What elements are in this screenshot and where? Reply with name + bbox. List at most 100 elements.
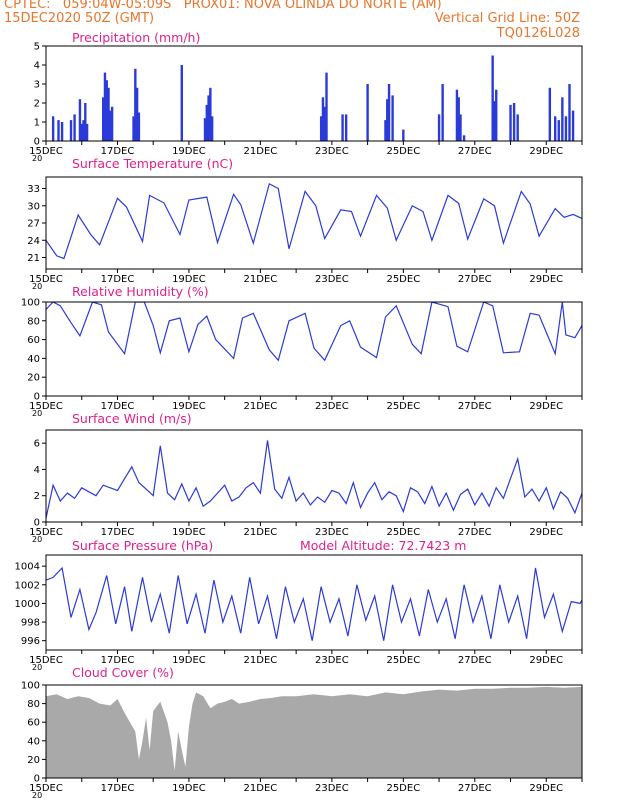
precip-bar — [564, 116, 568, 141]
y-tick-label: 20 — [27, 373, 40, 384]
precip-bar — [105, 80, 108, 141]
x-tick-label: 21DEC — [244, 527, 278, 538]
x-tick-label: 23DEC — [315, 146, 349, 157]
x-tick-label: 19DEC — [172, 527, 206, 538]
precip-bar — [455, 89, 459, 141]
precip-bar — [60, 122, 64, 141]
precip-bar — [462, 135, 466, 141]
precip-bar — [548, 87, 552, 141]
x-tick-label: 17DEC — [101, 655, 135, 666]
x-tick-label: 23DEC — [315, 401, 349, 412]
precip-bar — [107, 87, 110, 141]
precip-bar — [57, 120, 60, 141]
y-tick-label: 33 — [27, 184, 40, 195]
x-tick-label: 19DEC — [172, 655, 206, 666]
x-tick-label: 29DEC — [529, 783, 563, 794]
x-tick-label: 27DEC — [458, 527, 492, 538]
precip-bar — [561, 97, 564, 141]
precip-bar — [391, 95, 394, 141]
x-tick-label: 27DEC — [458, 146, 492, 157]
x-tick-label: 29DEC — [529, 401, 563, 412]
precip-bar — [491, 55, 494, 141]
precip-bar — [110, 106, 114, 141]
y-tick-label: 2 — [34, 99, 40, 110]
cloud-cover-area — [46, 686, 582, 778]
x-stub-label: 20 — [32, 154, 42, 163]
header-model-code: TQ0126L028 — [496, 26, 580, 41]
y-tick-label: 80 — [27, 316, 40, 327]
y-tick-label: 6 — [34, 439, 40, 450]
x-tick-label: 17DEC — [101, 146, 135, 157]
header-date: 15DEC2020 50Z (GMT) — [4, 11, 155, 26]
y-tick-label: 4 — [34, 465, 40, 476]
y-tick-label: 24 — [27, 236, 40, 247]
x-tick-label: 15DEC — [29, 401, 63, 412]
y-tick-label: 80 — [27, 699, 40, 710]
x-tick-label: 29DEC — [529, 274, 563, 285]
x-tick-label: 19DEC — [172, 146, 206, 157]
x-stub-label: 20 — [32, 535, 42, 544]
precip-bar — [103, 72, 107, 141]
x-tick-label: 27DEC — [458, 401, 492, 412]
x-tick-label: 17DEC — [101, 401, 135, 412]
x-tick-label: 21DEC — [244, 274, 278, 285]
x-tick-label: 25DEC — [386, 401, 420, 412]
panel-frame — [45, 554, 583, 651]
precip-bar — [80, 123, 83, 141]
panel-title: Surface Pressure (hPa) — [72, 538, 213, 553]
precip-bar — [319, 116, 323, 141]
x-stub-label: 20 — [32, 663, 42, 672]
series-line-3 — [46, 440, 582, 519]
x-tick-label: 25DEC — [386, 274, 420, 285]
series-line-1 — [46, 183, 582, 260]
x-tick-label: 27DEC — [458, 274, 492, 285]
y-tick-label: 27 — [27, 219, 40, 230]
x-tick-label: 21DEC — [244, 401, 278, 412]
y-tick-label: 40 — [27, 736, 40, 747]
x-stub-label: 20 — [32, 409, 42, 418]
x-tick-label: 19DEC — [172, 274, 206, 285]
precip-bar — [568, 84, 571, 141]
precip-bar — [101, 97, 105, 141]
y-tick-label: 0 — [34, 137, 40, 148]
precip-bar — [73, 114, 76, 141]
precip-bar — [203, 118, 207, 141]
x-tick-label: 17DEC — [101, 783, 135, 794]
panel-title: Surface Temperature (nC) — [72, 156, 233, 171]
precip-bar — [205, 104, 208, 141]
precip-bar — [341, 114, 344, 141]
precip-bar — [210, 116, 214, 141]
y-tick-label: 40 — [27, 354, 40, 365]
precip-bar — [180, 65, 183, 141]
panel-frame — [45, 176, 583, 270]
precip-bar — [207, 95, 210, 141]
x-tick-label: 27DEC — [458, 655, 492, 666]
x-tick-label: 29DEC — [529, 527, 563, 538]
precip-bar — [69, 120, 73, 141]
x-tick-label: 27DEC — [458, 783, 492, 794]
y-tick-label: 0 — [34, 518, 40, 529]
panel-annotation: Model Altitude: 72.7423 m — [300, 538, 466, 553]
x-stub-label: 20 — [32, 791, 42, 800]
precip-bar — [51, 116, 55, 141]
x-tick-label: 23DEC — [315, 783, 349, 794]
x-tick-label: 15DEC — [29, 783, 63, 794]
precip-bar — [137, 112, 141, 141]
y-tick-label: 1002 — [15, 580, 40, 591]
precip-bar — [459, 114, 462, 141]
x-tick-label: 17DEC — [101, 527, 135, 538]
y-tick-label: 1 — [34, 118, 40, 129]
precip-bar — [135, 87, 139, 141]
y-tick-label: 60 — [27, 335, 40, 346]
precip-bar — [402, 129, 405, 141]
x-tick-label: 25DEC — [386, 783, 420, 794]
precip-bar — [457, 97, 460, 141]
precip-bar — [82, 120, 85, 141]
precip-bar — [387, 84, 391, 141]
y-tick-label: 0 — [34, 392, 40, 403]
x-tick-label: 23DEC — [315, 655, 349, 666]
precip-bar — [321, 97, 325, 141]
precip-bar — [366, 84, 369, 141]
precip-bar — [325, 72, 328, 141]
